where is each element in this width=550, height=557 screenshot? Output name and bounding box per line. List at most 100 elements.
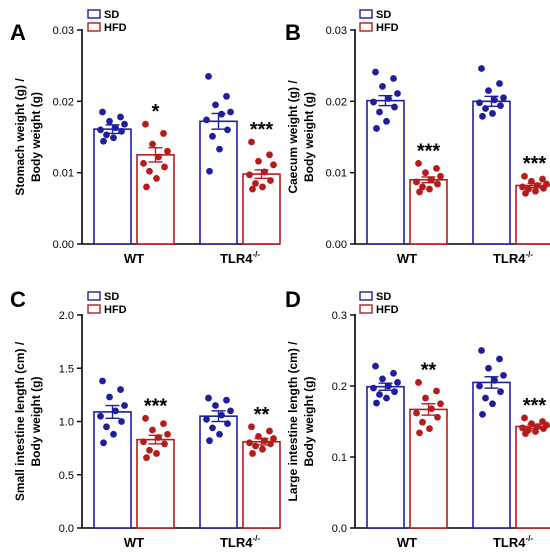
- y-tick-label: 0.00: [326, 239, 347, 251]
- data-point: [106, 117, 113, 125]
- x-category-label: WT: [397, 251, 417, 266]
- data-point: [415, 159, 422, 167]
- bar-sd-wt: [366, 385, 405, 529]
- legend-swatch-sd: [87, 9, 101, 19]
- data-point: [149, 426, 156, 434]
- data-point: [118, 418, 125, 425]
- data-point: [426, 425, 433, 432]
- data-point: [491, 376, 498, 384]
- data-point: [391, 388, 398, 396]
- data-point: [153, 174, 160, 182]
- data-point: [394, 379, 401, 386]
- data-point: [112, 124, 119, 132]
- data-point: [497, 388, 504, 396]
- legend-label-hfd: HFD: [376, 22, 399, 34]
- y-tick-label: 0.0: [59, 523, 74, 535]
- data-point: [212, 402, 219, 409]
- data-point: [110, 134, 117, 142]
- y-tick-label: 0.03: [326, 25, 347, 37]
- data-point: [103, 131, 110, 139]
- x-category-superscript: -/-: [525, 534, 533, 543]
- data-point: [146, 446, 153, 454]
- data-point: [248, 423, 255, 431]
- data-point: [218, 411, 225, 419]
- data-point: [212, 101, 219, 109]
- data-point: [437, 400, 444, 408]
- data-point: [252, 442, 259, 450]
- data-point: [270, 161, 277, 169]
- data-point: [422, 394, 429, 402]
- data-point: [489, 400, 496, 408]
- x-category-label: TLR4-/-: [493, 534, 533, 550]
- data-point: [205, 72, 212, 80]
- data-point: [142, 120, 149, 128]
- data-point: [155, 153, 162, 161]
- data-point: [478, 65, 485, 72]
- data-point: [209, 424, 216, 432]
- data-point: [416, 188, 423, 196]
- panel-c: C 0.0 0.5 1.0 1.5 2.0 Small intestine length (…: [10, 287, 281, 550]
- data-point: [497, 102, 504, 110]
- data-point: [117, 386, 124, 393]
- data-point: [496, 355, 503, 363]
- bar-hfd-tlr4: [515, 425, 550, 529]
- bar-sd-tlr4: [199, 120, 238, 245]
- data-point: [146, 167, 153, 175]
- data-point: [121, 120, 128, 128]
- y-axis-label-line2: Body weight (g): [302, 92, 316, 182]
- data-point: [110, 430, 117, 438]
- data-point: [117, 113, 124, 121]
- x-category-label: WT: [397, 535, 417, 550]
- x-category-label: TLR4-/-: [493, 250, 533, 266]
- data-point: [227, 108, 234, 116]
- data-point: [248, 138, 255, 146]
- data-point: [155, 434, 162, 441]
- data-point: [216, 430, 223, 438]
- panel-a: A 0.00 0.01 0.02 0.03 Stomach weight (g) / Bod…: [10, 9, 281, 266]
- data-point: [227, 407, 234, 415]
- data-point: [270, 435, 277, 442]
- data-point: [223, 396, 230, 404]
- data-point: [419, 418, 426, 426]
- data-point: [478, 347, 485, 354]
- data-point: [121, 402, 128, 409]
- data-point: [160, 420, 167, 428]
- data-point: [540, 184, 547, 192]
- data-point: [203, 116, 210, 124]
- data-point: [224, 420, 231, 428]
- data-point: [252, 179, 259, 187]
- data-point: [379, 82, 386, 90]
- y-axis-label-line2: Body weight (g): [29, 377, 43, 467]
- y-tick-label: 0.1: [332, 452, 347, 464]
- data-point: [426, 185, 433, 193]
- y-tick-label: 0.0: [332, 523, 347, 535]
- data-point: [370, 98, 377, 106]
- data-point: [422, 169, 429, 177]
- data-point: [142, 414, 149, 422]
- data-point: [385, 95, 392, 102]
- data-point: [479, 411, 486, 418]
- data-point: [496, 80, 503, 87]
- data-point: [259, 183, 266, 191]
- data-point: [390, 369, 397, 377]
- y-tick-label: 2.0: [59, 310, 74, 322]
- data-point: [394, 90, 401, 97]
- y-tick-label: 1.5: [59, 363, 74, 375]
- data-point: [255, 157, 262, 165]
- data-point: [164, 147, 171, 155]
- data-point: [521, 414, 528, 422]
- data-point: [522, 189, 529, 197]
- data-point: [500, 371, 507, 379]
- y-tick-label: 0.5: [59, 470, 74, 482]
- data-point: [434, 413, 441, 421]
- data-point: [416, 429, 423, 437]
- bar-hfd-wt: [136, 154, 175, 245]
- legend-swatch-hfd: [359, 304, 373, 314]
- data-point: [521, 172, 528, 180]
- data-point: [160, 130, 167, 137]
- data-point: [433, 387, 440, 395]
- y-axis-label-line2: Body weight (g): [29, 92, 43, 182]
- legend-label-sd: SD: [376, 291, 391, 303]
- data-point: [255, 433, 262, 440]
